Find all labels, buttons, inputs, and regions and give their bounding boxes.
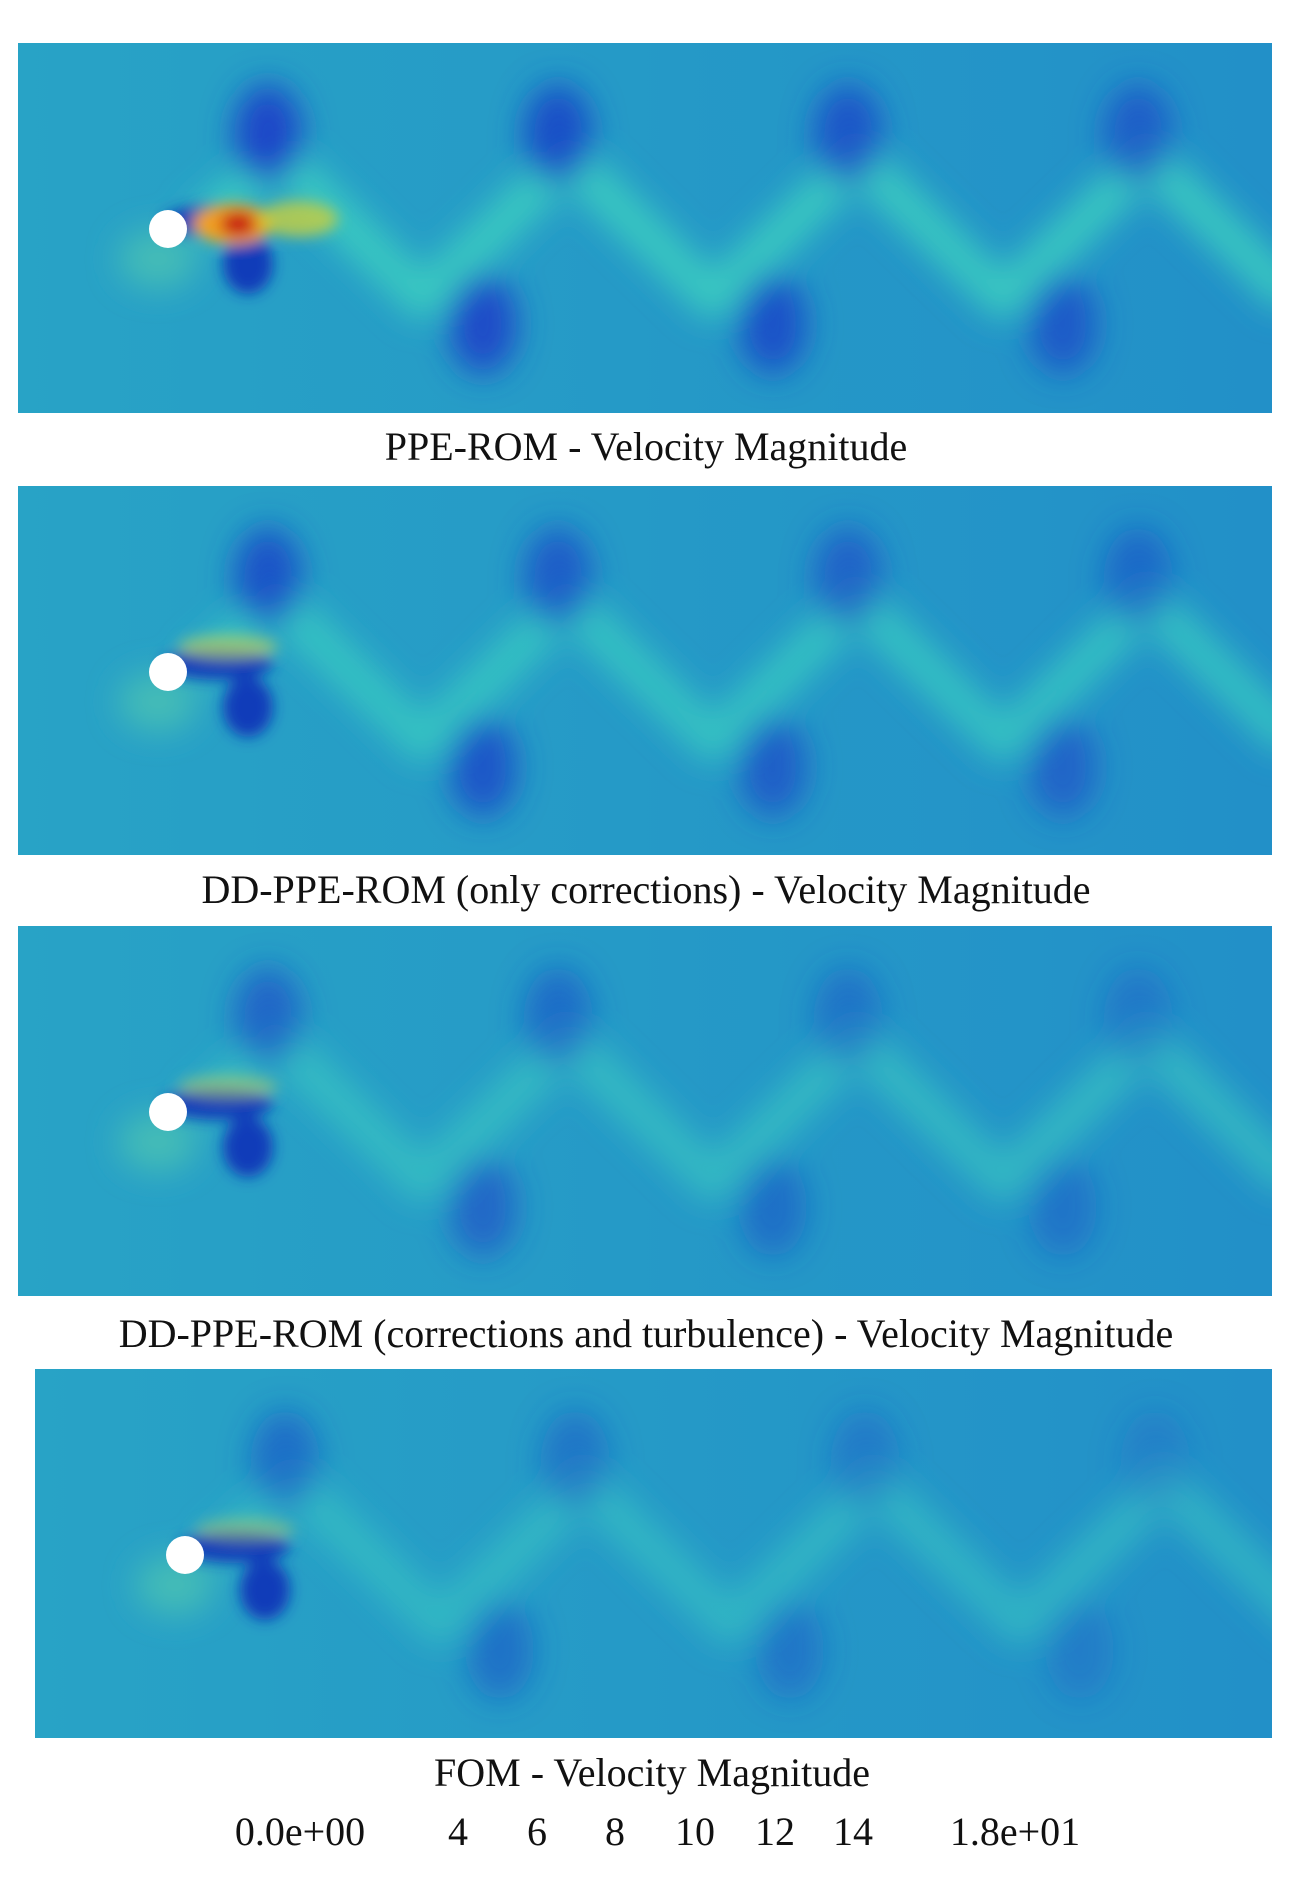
vortex	[524, 967, 592, 1067]
shear-layer	[223, 1117, 273, 1177]
vortex	[1029, 717, 1097, 817]
vortex	[739, 274, 807, 374]
vortex	[739, 1157, 807, 1257]
vortex	[1029, 274, 1097, 374]
vortex	[251, 1410, 319, 1510]
body: PPE-ROM - Velocity Magnitude DD-PPE-ROM …	[0, 0, 1293, 1896]
colorbar-label: 0.0e+00	[235, 1809, 365, 1854]
shear-glow	[178, 1075, 278, 1099]
colorbar-label: 14	[833, 1809, 873, 1854]
shear-layer	[240, 1560, 290, 1620]
panel-caption: DD-PPE-ROM (corrections and turbulence) …	[119, 1311, 1174, 1356]
cylinder	[149, 1093, 187, 1131]
vortex	[466, 1600, 534, 1700]
flow-panel	[18, 43, 1293, 413]
cylinder	[149, 210, 187, 248]
vortex	[449, 274, 517, 374]
vortex	[234, 527, 302, 627]
vortex	[1104, 527, 1172, 627]
shear-glow	[178, 635, 278, 659]
vortex	[449, 717, 517, 817]
vortex	[524, 84, 592, 184]
page: {"panels": [ {"caption": "PPE-ROM - Velo…	[0, 0, 1293, 1896]
shear-glow	[195, 1518, 295, 1542]
vortex	[756, 1600, 824, 1700]
vortex	[1029, 1157, 1097, 1257]
panel-caption: FOM - Velocity Magnitude	[434, 1750, 870, 1795]
shear-layer	[223, 677, 273, 737]
panel-caption: PPE-ROM - Velocity Magnitude	[385, 424, 908, 469]
colorbar-label: 12	[755, 1809, 795, 1854]
vortex	[234, 967, 302, 1067]
vortex	[1046, 1600, 1114, 1700]
vortex	[739, 717, 807, 817]
colorbar-label: 8	[605, 1809, 625, 1854]
colorbar-label: 10	[675, 1809, 715, 1854]
hot-spot	[220, 212, 256, 236]
vortex	[814, 84, 882, 184]
colorbar-label: 1.8e+01	[950, 1809, 1080, 1854]
flow-panel	[35, 1369, 1293, 1738]
vortex	[1104, 967, 1172, 1067]
vortex	[831, 1410, 899, 1510]
vortex	[541, 1410, 609, 1510]
vortex	[449, 1157, 517, 1257]
cylinder	[149, 653, 187, 691]
flow-panel	[18, 486, 1293, 855]
vortex	[234, 84, 302, 184]
figure: PPE-ROM - Velocity Magnitude DD-PPE-ROM …	[0, 0, 1293, 1896]
panel-caption: DD-PPE-ROM (only corrections) - Velocity…	[201, 867, 1090, 912]
colorbar-label: 4	[448, 1809, 468, 1854]
vortex	[524, 527, 592, 627]
vortex	[814, 527, 882, 627]
flow-panel	[18, 926, 1293, 1296]
hot-spot	[258, 201, 338, 237]
vortex	[814, 967, 882, 1067]
vortex	[1121, 1410, 1189, 1510]
cylinder	[166, 1536, 204, 1574]
vortex	[1104, 84, 1172, 184]
colorbar-label: 6	[527, 1809, 547, 1854]
